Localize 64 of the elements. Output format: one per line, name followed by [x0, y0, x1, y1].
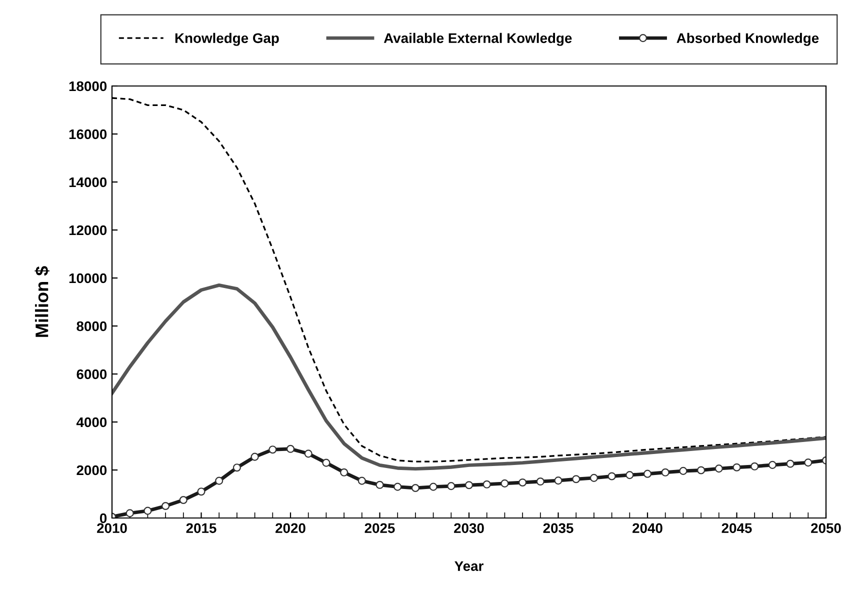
point	[768, 460, 776, 469]
point	[179, 496, 188, 504]
point	[126, 509, 134, 518]
point	[500, 479, 509, 488]
point	[144, 506, 152, 515]
point	[697, 466, 706, 474]
y-tick-label: 18000	[69, 81, 107, 92]
y-tick-label: 2000	[76, 465, 107, 476]
point	[661, 468, 670, 476]
point	[286, 444, 295, 453]
point	[518, 478, 527, 487]
point	[268, 446, 277, 454]
y-tick-label: 8000	[76, 321, 107, 332]
x-tick-label: 2015	[186, 523, 216, 534]
point	[197, 488, 206, 496]
point	[162, 502, 170, 510]
point	[304, 450, 312, 458]
point	[447, 482, 456, 490]
y-tick-label: 16000	[69, 129, 107, 140]
legend-label: Knowledge Gap	[175, 32, 279, 46]
y-tick-label: 14000	[69, 177, 107, 188]
point	[411, 484, 420, 492]
x-tick-label: 2025	[364, 523, 395, 534]
legend-label: Available External Kowledge	[384, 32, 572, 46]
point	[340, 468, 348, 476]
point	[572, 475, 580, 484]
point	[376, 480, 384, 489]
point	[536, 477, 544, 486]
point	[626, 471, 634, 480]
x-tick-label: 2020	[276, 523, 306, 534]
point	[804, 458, 812, 467]
y-tick-label: 4000	[76, 417, 107, 428]
y-tick-label: 12000	[69, 225, 107, 236]
point	[732, 463, 741, 472]
x-tick-label: 2040	[632, 523, 662, 534]
point	[322, 458, 330, 467]
y-tick-label: 10000	[69, 273, 107, 284]
legend-label: Absorbed Knowledge	[676, 32, 819, 46]
x-tick-label: 2010	[97, 523, 127, 534]
point	[358, 476, 366, 485]
point	[232, 464, 241, 472]
point	[714, 464, 723, 473]
x-tick-label: 2035	[543, 523, 574, 534]
point	[590, 474, 598, 482]
point	[429, 482, 438, 491]
point	[215, 476, 224, 485]
line-series	[112, 283, 826, 471]
point	[250, 452, 259, 461]
y-axis-title: Million $	[34, 266, 50, 337]
point	[464, 481, 474, 490]
point	[643, 470, 652, 478]
y-tick-label: 0	[100, 513, 107, 524]
point	[750, 462, 759, 470]
point	[482, 480, 491, 488]
x-axis-title: Year	[454, 561, 484, 572]
point	[554, 476, 562, 485]
y-tick-label: 6000	[76, 369, 107, 380]
x-tick-label: 2050	[811, 523, 841, 534]
x-tick-label: 2045	[722, 523, 752, 534]
x-tick-label: 2030	[454, 523, 484, 534]
point	[394, 482, 402, 491]
point	[608, 472, 616, 480]
point	[679, 466, 688, 475]
point	[786, 460, 794, 468]
